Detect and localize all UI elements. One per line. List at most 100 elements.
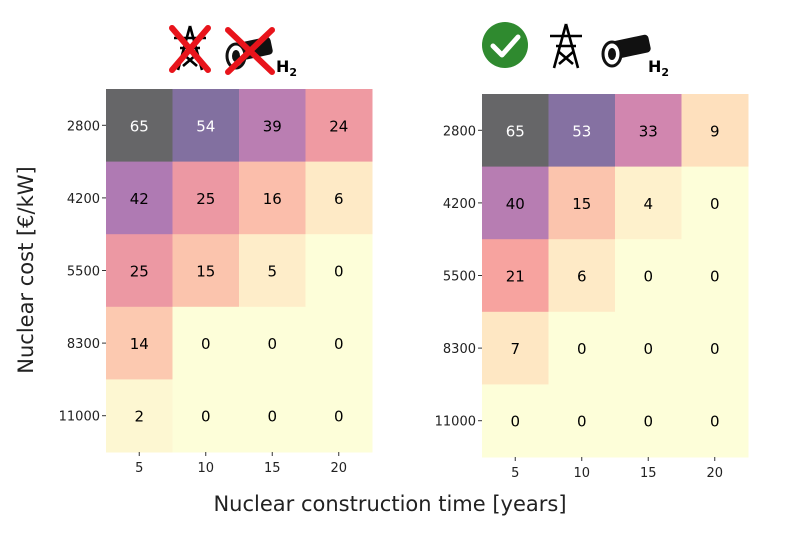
right-y-tick-label: 8300 [443, 342, 476, 357]
checkmark-icon [482, 22, 528, 68]
right-y-tick-label: 4200 [443, 197, 476, 212]
left-cell [239, 379, 306, 453]
right-cell [681, 384, 749, 458]
right-x-tick-label: 15 [640, 466, 657, 481]
left-cell [172, 379, 240, 453]
left-cell-value: 0 [334, 335, 344, 353]
right-cell-value: 0 [710, 268, 720, 286]
right-cell-value: 65 [506, 122, 525, 140]
right-cell-value: 53 [572, 122, 591, 140]
left-cell [239, 161, 306, 235]
right-cell [548, 311, 616, 385]
left-cell-value: 54 [196, 117, 215, 135]
pipeline-icon [601, 34, 651, 68]
right-x-tick-label: 5 [511, 466, 519, 481]
left-y-tick-label: 8300 [67, 337, 100, 352]
left-cell [305, 234, 373, 308]
left-cell-value: 42 [130, 190, 149, 208]
left-y-tick-label: 2800 [67, 119, 100, 134]
right-cell [548, 384, 616, 458]
right-cell-value: 6 [577, 268, 587, 286]
right-cell [681, 166, 749, 240]
left-cell-value: 0 [267, 335, 277, 353]
left-cell-value: 16 [263, 190, 282, 208]
right-cell [615, 239, 682, 313]
left-cell-value: 15 [196, 263, 215, 281]
right-cell-value: 0 [710, 195, 720, 213]
left-cell-value: 25 [130, 263, 149, 281]
right-cell-value: 0 [510, 413, 520, 431]
right-cell-value: 0 [710, 340, 720, 358]
left-x-tick-label: 20 [330, 461, 347, 476]
right-cell [482, 239, 549, 313]
left-cell [106, 89, 173, 163]
right-cell [548, 166, 616, 240]
right-cell-value: 7 [510, 340, 520, 358]
left-cell-value: 2 [134, 408, 144, 426]
right-cell [615, 311, 682, 385]
left-cell-value: 0 [334, 408, 344, 426]
left-cell [305, 306, 373, 380]
left-cell-value: 0 [201, 408, 211, 426]
right-x-tick-label: 10 [573, 466, 590, 481]
right-cell [615, 166, 682, 240]
right-cell [681, 311, 749, 385]
h2-label-left: H2 [276, 57, 297, 79]
right-cell [482, 384, 549, 458]
left-cell-value: 6 [334, 190, 344, 208]
left-panel-header: H2 [169, 25, 297, 79]
right-cell [482, 311, 549, 385]
right-heatmap: 65 53 33 940 15 4 021 6 0 07 0 0 00 0 0 028004200550083… [435, 94, 749, 481]
left-cell [106, 161, 173, 235]
left-cell [172, 161, 240, 235]
right-cell-value: 15 [572, 195, 591, 213]
left-x-tick-label: 10 [197, 461, 214, 476]
left-cell [172, 234, 240, 308]
left-y-tick-label: 4200 [67, 192, 100, 207]
left-cell [106, 306, 173, 380]
left-cell [239, 89, 306, 163]
right-panel-header: H2 [482, 22, 669, 79]
right-cell-value: 0 [643, 413, 653, 431]
right-cell [615, 94, 682, 168]
right-y-tick-label: 5500 [443, 270, 476, 285]
right-cell-value: 21 [506, 268, 525, 286]
left-cell-value: 0 [267, 408, 277, 426]
x-axis-label: Nuclear construction time [years] [213, 492, 566, 516]
right-cell [681, 94, 749, 168]
left-cell-value: 5 [267, 263, 277, 281]
left-x-tick-label: 5 [135, 461, 143, 476]
left-cell-value: 25 [196, 190, 215, 208]
right-cell-value: 0 [577, 340, 587, 358]
left-cell [239, 234, 306, 308]
right-cell-value: 0 [710, 413, 720, 431]
right-cell-value: 9 [710, 122, 720, 140]
pylon-icon [550, 23, 582, 69]
left-cell-value: 65 [130, 117, 149, 135]
left-y-tick-label: 11000 [59, 410, 100, 425]
left-cell-value: 0 [201, 335, 211, 353]
pipeline-crossed-icon [225, 27, 275, 75]
right-cell [548, 94, 616, 168]
left-cell [172, 89, 240, 163]
right-y-tick-label: 2800 [443, 124, 476, 139]
right-cell-value: 0 [577, 413, 587, 431]
right-cell [548, 239, 616, 313]
right-cell-value: 40 [506, 195, 525, 213]
left-cell-value: 0 [334, 263, 344, 281]
h2-label-right: H2 [648, 57, 669, 79]
y-axis-label: Nuclear cost [€/kW] [14, 166, 38, 374]
right-cell-value: 0 [643, 340, 653, 358]
right-cell [615, 384, 682, 458]
left-cell-value: 39 [263, 117, 282, 135]
right-cell [681, 239, 749, 313]
left-cell [106, 379, 173, 453]
left-cell-value: 24 [329, 117, 348, 135]
left-cell [172, 306, 240, 380]
left-cell [106, 234, 173, 308]
left-cell [239, 306, 306, 380]
right-cell-value: 4 [643, 195, 653, 213]
right-cell [482, 166, 549, 240]
